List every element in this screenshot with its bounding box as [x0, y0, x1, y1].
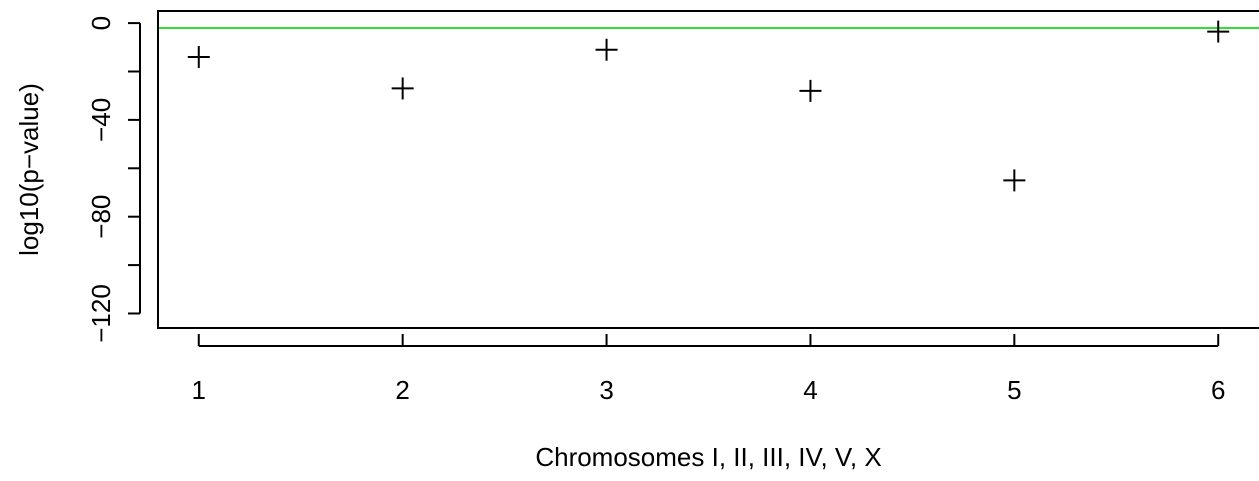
data-point [595, 38, 618, 61]
x-tick-label: 3 [599, 375, 613, 405]
data-point [391, 77, 414, 100]
data-point [799, 79, 822, 102]
y-tick-label: −80 [86, 195, 116, 239]
y-tick-label: −120 [86, 284, 116, 343]
data-point [187, 45, 210, 68]
y-tick-label: 0 [86, 16, 116, 30]
data-points [187, 20, 1230, 192]
x-axis: 1 2 3 4 5 6 [192, 334, 1225, 405]
y-axis: 0 −40 −80 −120 [86, 16, 141, 343]
x-tick-label: 5 [1007, 375, 1021, 405]
data-point [1003, 169, 1026, 192]
y-axis-title: log10(p−value) [14, 83, 44, 256]
plot-frame [157, 10, 1259, 329]
x-axis-title: Chromosomes I, II, III, IV, V, X [535, 442, 881, 472]
x-tick-label: 1 [192, 375, 206, 405]
y-tick-label: −40 [86, 98, 116, 142]
x-tick-label: 2 [395, 375, 409, 405]
data-point [1207, 20, 1230, 43]
x-tick-label: 4 [803, 375, 817, 405]
x-tick-label: 6 [1211, 375, 1225, 405]
